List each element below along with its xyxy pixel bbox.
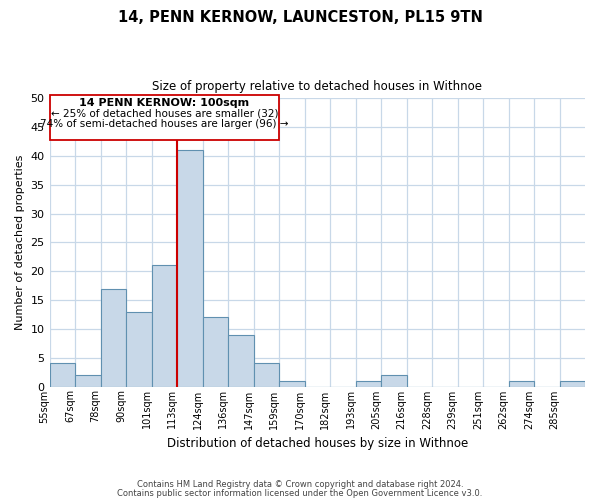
Text: Contains HM Land Registry data © Crown copyright and database right 2024.: Contains HM Land Registry data © Crown c… <box>137 480 463 489</box>
Bar <box>254 364 279 386</box>
FancyBboxPatch shape <box>50 96 279 140</box>
Bar <box>228 334 254 386</box>
Bar <box>509 381 534 386</box>
Text: 14 PENN KERNOW: 100sqm: 14 PENN KERNOW: 100sqm <box>79 98 250 108</box>
Bar <box>279 381 305 386</box>
Bar <box>381 375 407 386</box>
Bar <box>177 150 203 386</box>
Bar <box>75 375 101 386</box>
X-axis label: Distribution of detached houses by size in Withnoe: Distribution of detached houses by size … <box>167 437 468 450</box>
Title: Size of property relative to detached houses in Withnoe: Size of property relative to detached ho… <box>152 80 482 93</box>
Bar <box>50 364 75 386</box>
Text: 14, PENN KERNOW, LAUNCESTON, PL15 9TN: 14, PENN KERNOW, LAUNCESTON, PL15 9TN <box>118 10 482 25</box>
Bar <box>152 266 177 386</box>
Y-axis label: Number of detached properties: Number of detached properties <box>15 154 25 330</box>
Bar <box>126 312 152 386</box>
Bar <box>560 381 585 386</box>
Text: 74% of semi-detached houses are larger (96) →: 74% of semi-detached houses are larger (… <box>40 119 289 129</box>
Text: Contains public sector information licensed under the Open Government Licence v3: Contains public sector information licen… <box>118 490 482 498</box>
Bar <box>101 288 126 386</box>
Bar <box>356 381 381 386</box>
Bar <box>203 318 228 386</box>
Text: ← 25% of detached houses are smaller (32): ← 25% of detached houses are smaller (32… <box>50 108 278 118</box>
